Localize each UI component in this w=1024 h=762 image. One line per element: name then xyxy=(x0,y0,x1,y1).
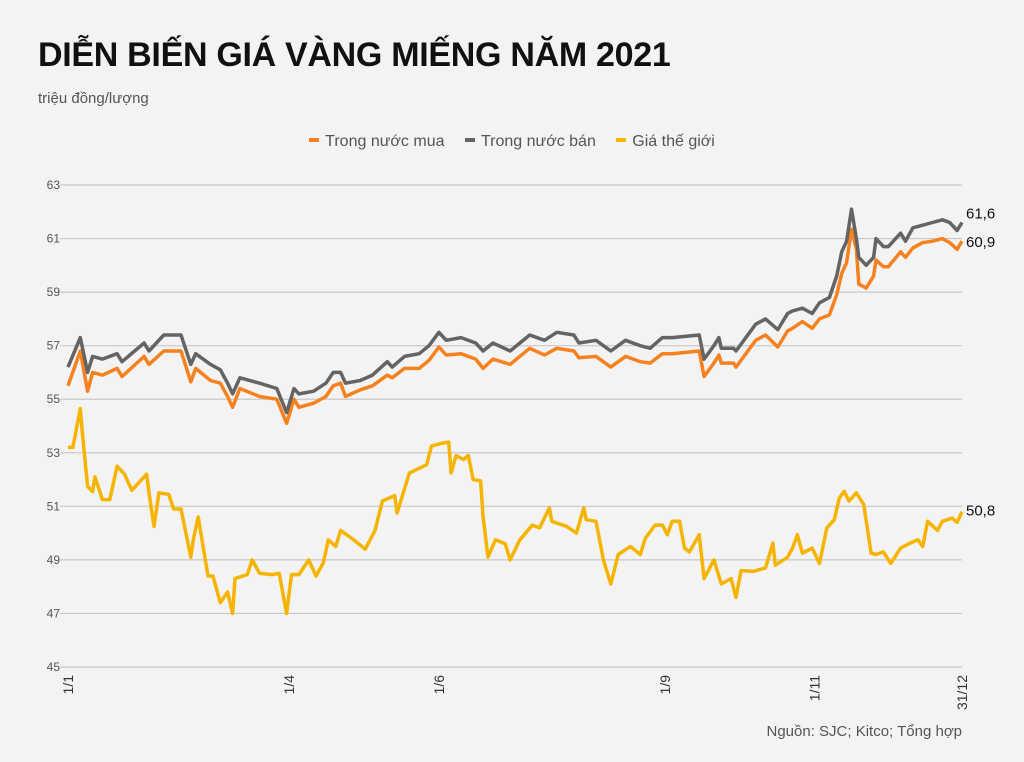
legend-item-buy: Trong nước mua xyxy=(309,133,445,151)
legend-label: Trong nước bán xyxy=(480,133,596,150)
series-line-2 xyxy=(68,406,964,616)
source-note: Nguồn: SJC; Kitco; Tổng hợp xyxy=(766,723,963,740)
legend-label: Trong nước mua xyxy=(325,133,445,150)
y-tick-label: 53 xyxy=(47,446,61,460)
series-line-1 xyxy=(66,207,964,415)
x-tick-label: 31/12 xyxy=(954,675,970,710)
legend-item-world: Giá thế giới xyxy=(616,133,715,151)
unit-label: triệu đồng/lượng xyxy=(38,90,149,107)
legend-swatch xyxy=(309,137,320,142)
y-tick-label: 63 xyxy=(47,178,61,192)
y-tick-label: 61 xyxy=(47,232,61,246)
legend: Trong nước mua Trong nước bán Giá thế gi… xyxy=(0,133,1024,151)
end-value-label: 60,9 xyxy=(966,234,995,251)
y-tick-label: 45 xyxy=(47,660,61,674)
x-tick-label: 1/6 xyxy=(431,675,447,695)
y-tick-label: 51 xyxy=(47,499,61,513)
end-value-label: 61,6 xyxy=(966,205,995,222)
x-tick-label: 1/1 xyxy=(60,675,76,695)
x-tick-label: 1/9 xyxy=(657,675,673,695)
y-tick-label: 47 xyxy=(47,606,61,620)
legend-swatch xyxy=(616,137,627,142)
y-tick-label: 57 xyxy=(47,339,61,353)
legend-label: Giá thế giới xyxy=(632,133,715,150)
legend-swatch xyxy=(464,137,475,142)
y-tick-label: 55 xyxy=(47,392,61,406)
legend-item-sell: Trong nước bán xyxy=(464,133,596,151)
x-tick-label: 1/11 xyxy=(807,675,823,701)
y-tick-label: 49 xyxy=(47,553,61,567)
end-value-label: 50,8 xyxy=(966,503,995,520)
y-tick-label: 59 xyxy=(47,285,61,299)
x-tick-label: 1/4 xyxy=(281,675,297,695)
series-line-0 xyxy=(66,227,964,426)
chart-title: DIỄN BIẾN GIÁ VÀNG MIẾNG NĂM 2021 xyxy=(38,36,671,74)
